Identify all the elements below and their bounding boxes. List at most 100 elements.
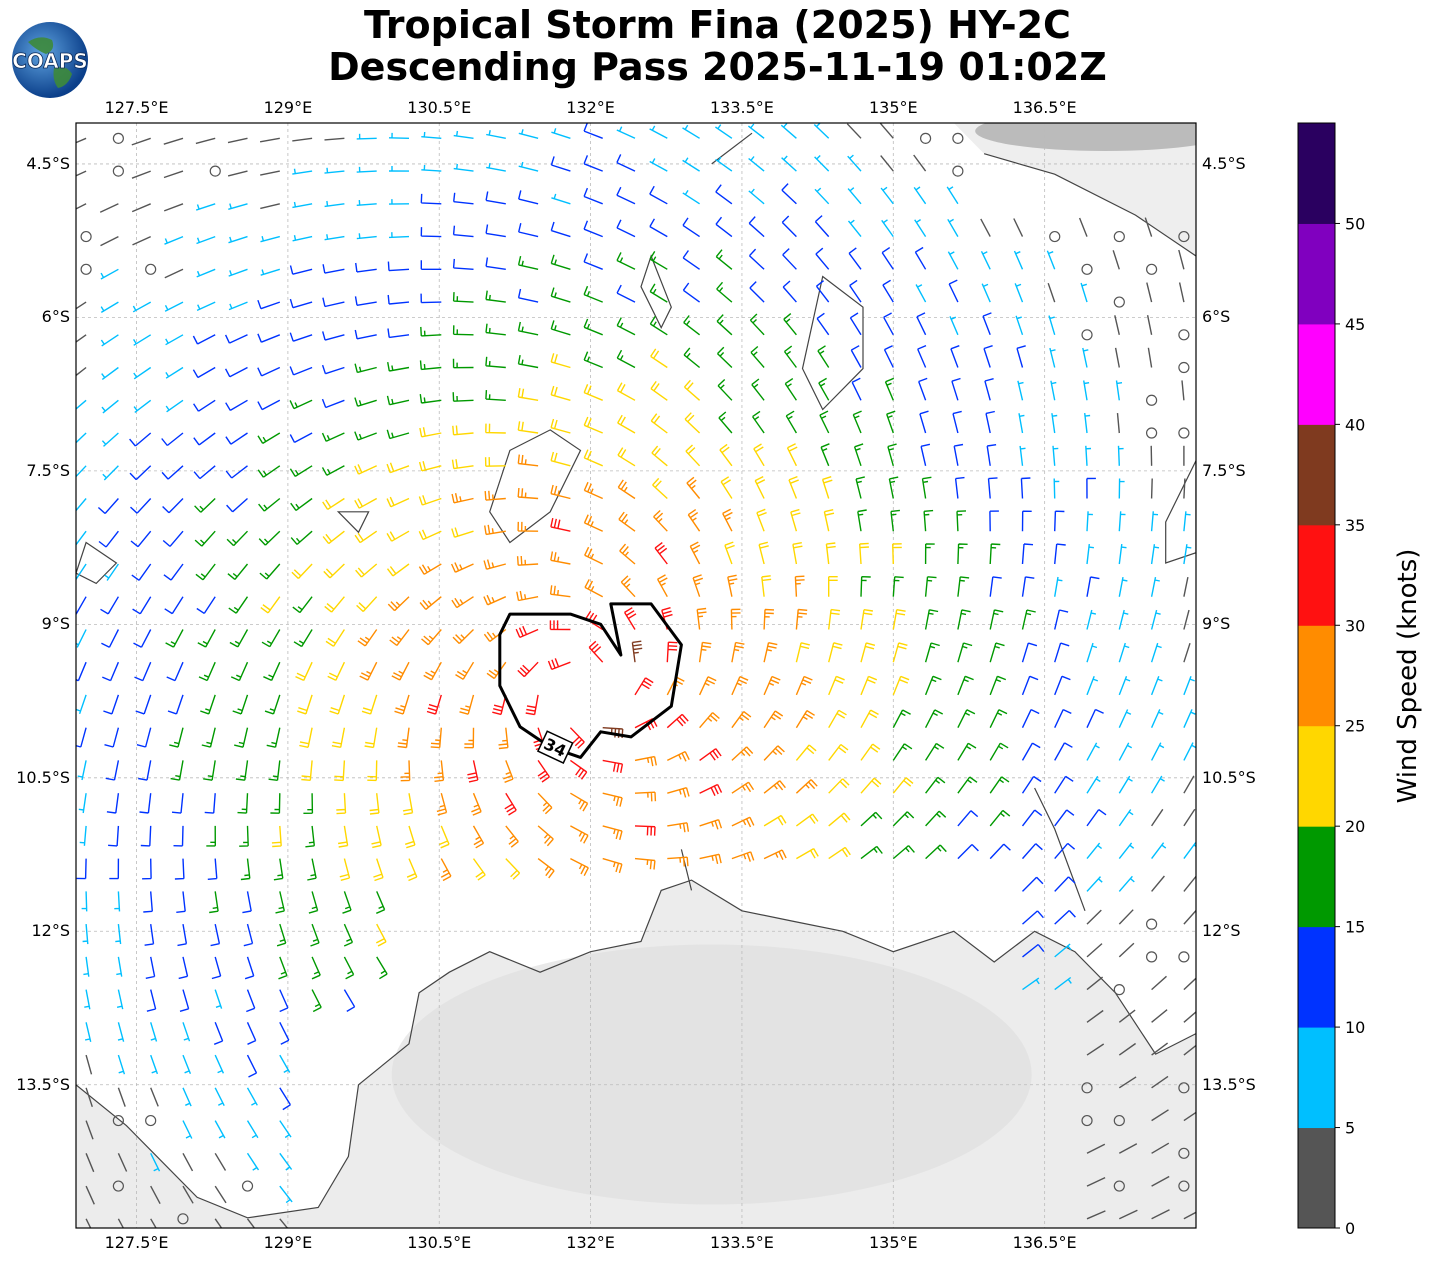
wind-barb xyxy=(716,314,733,336)
calm-circle xyxy=(80,230,92,243)
wind-barb xyxy=(1086,943,1103,958)
wind-barb xyxy=(77,760,87,781)
wind-barb xyxy=(213,1022,224,1045)
wind-barb xyxy=(167,694,184,715)
wind-barb xyxy=(1021,576,1035,597)
wind-barb xyxy=(406,858,418,882)
wind-barb xyxy=(146,989,157,1012)
wind-barb xyxy=(1021,675,1039,696)
wind-barb xyxy=(439,825,450,849)
wind-barb xyxy=(227,137,248,144)
wind-barb xyxy=(132,235,151,246)
wind-barb xyxy=(957,543,968,565)
wind-barb xyxy=(795,642,810,663)
wind-barb xyxy=(143,891,153,913)
wind-barb xyxy=(322,264,345,274)
lat-tick-label-left: 4.5°S xyxy=(26,153,70,173)
wind-barb xyxy=(195,137,216,145)
wind-barb xyxy=(785,410,798,434)
lon-tick-label-bottom: 129°E xyxy=(263,1233,313,1252)
wind-barb xyxy=(268,760,281,781)
wind-barb xyxy=(292,201,313,209)
wind-barb xyxy=(881,247,894,270)
wind-barb xyxy=(666,713,689,729)
wind-barb xyxy=(483,594,507,606)
wind-barb xyxy=(1183,1044,1196,1056)
wind-barb xyxy=(747,123,765,139)
wind-barb xyxy=(1183,909,1196,925)
wind-barb xyxy=(947,218,959,237)
wind-barb xyxy=(76,465,87,478)
wind-barb xyxy=(354,497,378,509)
wind-barb xyxy=(1021,843,1043,860)
calm-circle xyxy=(1081,263,1093,275)
wind-barb xyxy=(182,1120,193,1139)
wind-barb xyxy=(279,1218,289,1228)
wind-barb xyxy=(484,490,506,501)
wind-barb xyxy=(342,891,352,914)
wind-barb xyxy=(1151,842,1167,860)
wind-barb xyxy=(683,347,701,369)
wind-barb xyxy=(1086,477,1096,499)
wind-barb xyxy=(85,1153,95,1173)
wind-barb xyxy=(1086,708,1104,728)
wind-barb xyxy=(892,576,904,597)
wind-barb xyxy=(815,247,830,270)
colorbar-tick-label: 35 xyxy=(1345,516,1365,535)
wind-barb xyxy=(394,694,410,715)
wind-barb xyxy=(682,282,701,303)
wind-barb xyxy=(892,845,915,860)
wind-barb xyxy=(790,508,801,532)
wind-barb xyxy=(138,760,152,781)
colorbar-bin xyxy=(1298,625,1335,727)
wind-barb xyxy=(289,399,313,410)
wind-barb xyxy=(925,742,945,761)
wind-barb xyxy=(354,464,377,475)
wind-barb xyxy=(666,750,690,762)
wind-barb xyxy=(1050,380,1057,401)
wind-barb xyxy=(1151,1009,1168,1023)
wind-barb xyxy=(492,694,507,716)
wind-barb xyxy=(780,123,797,139)
wind-barb xyxy=(279,1087,291,1111)
wind-barb xyxy=(104,727,120,748)
wind-barb xyxy=(602,825,623,840)
wind-barb xyxy=(1118,478,1125,499)
colorbar-tick-label: 25 xyxy=(1345,717,1365,736)
wind-barb xyxy=(485,257,506,270)
wind-barb xyxy=(76,137,87,144)
wind-barb xyxy=(860,777,882,794)
wind-barb xyxy=(331,727,346,748)
calm-circle xyxy=(145,1114,157,1127)
wind-barb xyxy=(763,608,775,630)
wind-barb xyxy=(1022,977,1040,991)
wind-barb xyxy=(1018,413,1025,434)
wind-barb xyxy=(246,989,256,1013)
wind-barb xyxy=(1151,1209,1170,1220)
wind-barb xyxy=(828,812,851,827)
wind-barb xyxy=(84,1022,92,1042)
calm-circle xyxy=(1178,951,1190,963)
wind-barb xyxy=(420,193,442,205)
wind-barb xyxy=(129,432,152,447)
wind-barb xyxy=(788,475,799,499)
wind-barb xyxy=(1151,1042,1169,1056)
wind-barb xyxy=(322,331,345,341)
wind-barb xyxy=(100,301,119,313)
wind-barb xyxy=(207,858,218,880)
wind-barb xyxy=(884,377,895,401)
wind-barb xyxy=(195,203,216,211)
new-guinea-coastline xyxy=(983,153,1196,257)
wind-barb xyxy=(164,301,184,312)
wind-barb xyxy=(295,661,313,682)
kai-island xyxy=(640,254,672,329)
wind-barb xyxy=(292,137,313,142)
wind-barb xyxy=(1183,1011,1196,1023)
wind-barb xyxy=(1150,775,1165,794)
wind-barb xyxy=(748,216,765,238)
wind-barb xyxy=(130,530,152,548)
wind-barb xyxy=(795,608,808,630)
wind-barb xyxy=(142,858,152,880)
wind-barb xyxy=(323,563,345,579)
